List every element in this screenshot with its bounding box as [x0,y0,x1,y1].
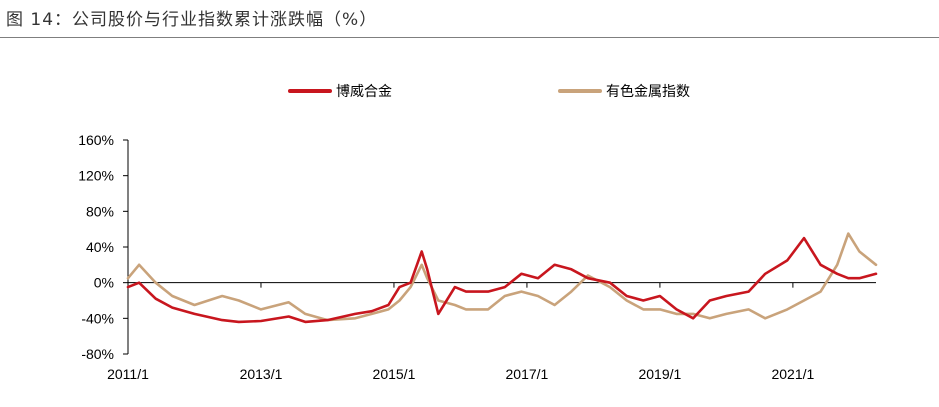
title-divider [0,37,939,38]
figure-title: 图 14：公司股价与行业指数累计涨跌幅（%） [6,10,378,30]
x-tick-label: 2011/1 [107,366,149,382]
y-tick-label: 40% [86,239,114,255]
y-tick-label: 0% [94,275,114,291]
x-tick-label: 2021/1 [771,366,814,382]
y-tick-label: 120% [78,168,114,184]
legend-label: 博威合金 [336,83,392,100]
x-tick-label: 2013/1 [240,366,283,382]
y-tick-label: 160% [78,132,114,148]
x-tick-label: 2015/1 [373,366,416,382]
series-line-bowei-alloy [126,236,878,324]
y-tick-label: -80% [81,346,114,362]
legend-label: 有色金属指数 [606,83,690,100]
chart-tick-labels: 160% 120% 80% 40% 0% -40% -80% 2011/1 2013/1 2015… [78,132,814,382]
x-tick-label: 2017/1 [506,366,549,382]
x-tick-label: 2019/1 [638,366,681,382]
y-tick-label: -40% [81,310,114,326]
chart-legend: 博威合金 有色金属指数 [288,83,690,100]
series-line-nonferrous-index [126,232,878,322]
y-tick-label: 80% [86,203,114,219]
chart-series [126,232,878,324]
